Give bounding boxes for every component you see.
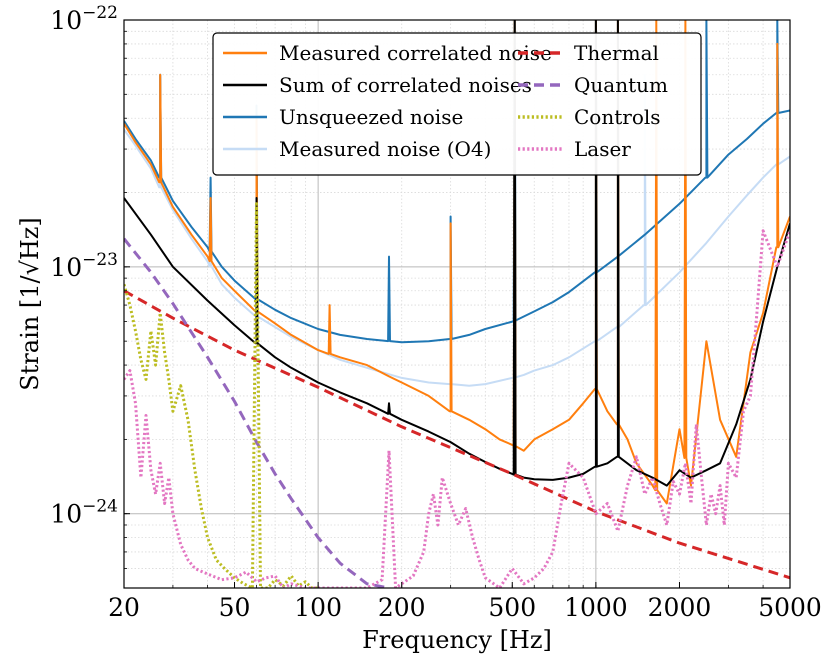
- legend-label: Measured noise (O4): [279, 137, 491, 161]
- x-tick-label: 500: [488, 593, 536, 622]
- legend-label: Sum of correlated noises: [279, 73, 532, 97]
- series-line-laser: [124, 229, 790, 588]
- legend-label: Unsqueezed noise: [279, 105, 463, 129]
- y-tick-label: 10−23: [50, 250, 118, 282]
- series-line-thermal: [124, 289, 790, 580]
- x-axis-label: Frequency [Hz]: [362, 626, 552, 654]
- plot-border: [123, 19, 791, 589]
- series-layer: [124, 20, 790, 588]
- legend-box: [212, 32, 702, 176]
- x-tick-label: 1000: [564, 593, 628, 622]
- x-tick-label: 50: [219, 593, 251, 622]
- legend-label: Measured correlated noise: [279, 41, 552, 65]
- tick-labels: 20 50 100 200 500 1000 2000 5000 10−24 10−23 10−22: [50, 3, 822, 622]
- series-line-quantum: [124, 237, 390, 588]
- x-tick-label: 100: [294, 593, 342, 622]
- legend-label: Controls: [574, 105, 661, 129]
- y-tick-label: 10−22: [50, 3, 118, 35]
- y-axis-label: Strain [1/√Hz]: [16, 217, 44, 391]
- y-tick-label: 10−24: [50, 497, 118, 529]
- x-tick-label: 20: [108, 593, 140, 622]
- x-tick-label: 2000: [648, 593, 712, 622]
- legend-label: Laser: [574, 137, 631, 161]
- plot-frame: [123, 19, 791, 589]
- x-tick-label: 5000: [758, 593, 822, 622]
- legend-label: Thermal: [574, 41, 659, 65]
- legend: Measured correlated noise Sum of correlat…: [212, 32, 702, 176]
- x-tick-label: 200: [378, 593, 426, 622]
- series-line-controls: [124, 202, 319, 588]
- legend-label: Quantum: [574, 73, 668, 97]
